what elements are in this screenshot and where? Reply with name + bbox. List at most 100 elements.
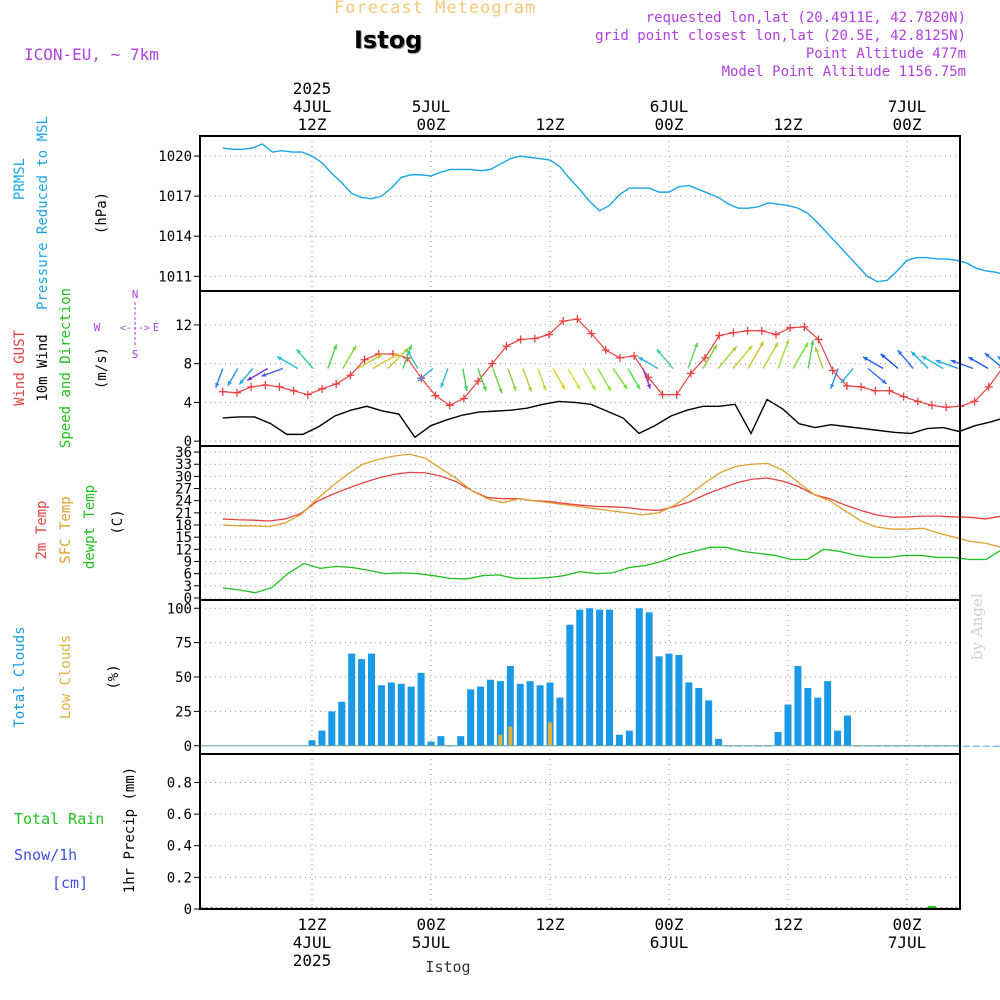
gust-marker bbox=[275, 382, 284, 391]
gust-marker bbox=[587, 329, 596, 338]
wind-arrow-head bbox=[393, 353, 399, 358]
gust-marker bbox=[899, 392, 908, 401]
y-tick-label: 27 bbox=[175, 482, 192, 498]
wind-arrow-head bbox=[333, 344, 338, 350]
y-tick-label: 36 bbox=[175, 445, 192, 461]
top-time-label: 12Z bbox=[774, 115, 803, 134]
gust-marker bbox=[615, 353, 624, 362]
model-altitude: Model Point Altitude 1156.75m bbox=[721, 64, 966, 80]
footer-station-label: Istog bbox=[425, 958, 470, 976]
rain-bar bbox=[927, 906, 936, 908]
gust-marker bbox=[488, 359, 497, 368]
gust-marker bbox=[516, 335, 525, 344]
wind-arrow-head bbox=[215, 382, 220, 388]
snow-unit-label: [cm] bbox=[52, 874, 88, 892]
total-cloud-bar bbox=[695, 688, 703, 746]
y-tick-label: 0 bbox=[184, 591, 192, 607]
wind-arrow-head bbox=[498, 388, 503, 394]
y-tick-label: 0.2 bbox=[167, 870, 192, 886]
total-cloud-bar bbox=[437, 736, 445, 746]
gust-marker bbox=[530, 334, 539, 343]
clouds-unit-label: (%) bbox=[106, 664, 122, 689]
y-tick-label: 25 bbox=[175, 704, 192, 720]
wind-arrow bbox=[387, 347, 409, 369]
gust-marker bbox=[261, 380, 270, 389]
y-tick-label: 0 bbox=[184, 902, 192, 918]
wind-arrow-head bbox=[880, 353, 886, 359]
wind-arrow-head bbox=[377, 354, 383, 359]
wind-arrow-head bbox=[440, 382, 445, 388]
station-name: Istog bbox=[354, 26, 423, 54]
gust-marker bbox=[828, 366, 837, 375]
y-tick-label: 15 bbox=[175, 530, 192, 546]
top-time-label: 00Z bbox=[417, 115, 446, 134]
compass-east: E bbox=[153, 321, 160, 334]
wind-arrow bbox=[807, 340, 814, 369]
total-cloud-bar bbox=[368, 653, 375, 746]
gust-marker bbox=[630, 351, 639, 360]
gust-marker bbox=[289, 386, 298, 395]
y-tick-label: 100 bbox=[167, 601, 192, 617]
wind-legend-label: 10m Wind bbox=[35, 334, 51, 401]
wind-arrow bbox=[717, 345, 738, 369]
gust-marker bbox=[459, 394, 468, 403]
gust-marker bbox=[842, 381, 851, 390]
wind-arrow bbox=[357, 353, 384, 370]
gust-marker bbox=[743, 326, 752, 335]
total-cloud-bar bbox=[328, 711, 336, 746]
compass-south: S bbox=[132, 348, 139, 361]
y-tick-label: 1011 bbox=[158, 269, 192, 285]
total-cloud-bar bbox=[804, 688, 812, 746]
gust-marker bbox=[573, 315, 582, 324]
total-cloud-bar bbox=[348, 653, 356, 746]
gust-marker bbox=[814, 335, 823, 344]
wind-arrow-head bbox=[656, 349, 662, 355]
gust-marker bbox=[559, 317, 568, 326]
gust-marker bbox=[303, 390, 312, 399]
total-clouds-legend-label: Total Clouds bbox=[12, 626, 28, 727]
total-cloud-bar bbox=[606, 609, 613, 746]
y-tick-label: 6 bbox=[184, 567, 192, 583]
gust-marker bbox=[729, 328, 738, 337]
wind-arrow-head bbox=[773, 342, 779, 348]
y-tick-label: 0.6 bbox=[167, 807, 192, 823]
wind-arrow bbox=[747, 341, 765, 369]
gust-marker bbox=[686, 369, 695, 378]
wind-arrow-head bbox=[840, 378, 846, 384]
total-cloud-bar bbox=[576, 609, 584, 746]
wind-arrow-head bbox=[591, 385, 596, 391]
y-tick-label: 30 bbox=[175, 469, 192, 485]
total-cloud-bar bbox=[397, 683, 405, 746]
wind-arrow-head bbox=[731, 346, 737, 352]
gust-marker bbox=[800, 322, 809, 331]
y-tick-label: 33 bbox=[175, 457, 192, 473]
y-tick-label: 0 bbox=[184, 739, 192, 755]
wind-arrow-head bbox=[560, 384, 565, 390]
low-cloud-bar bbox=[508, 726, 513, 746]
gust-marker bbox=[445, 401, 454, 410]
gust-marker bbox=[658, 390, 667, 399]
gust-marker bbox=[927, 401, 936, 410]
wind-arrow bbox=[687, 342, 699, 369]
bottom-time-label: 12Z bbox=[536, 915, 565, 934]
total-cloud-bar bbox=[487, 679, 494, 746]
total-cloud-bar bbox=[615, 734, 623, 746]
top-time-label: 6JUL bbox=[650, 97, 689, 116]
pressure-unit-label: (hPa) bbox=[94, 192, 110, 234]
gust-marker bbox=[431, 391, 440, 400]
y-tick-label: 0.8 bbox=[167, 775, 192, 791]
wind-arrow-head bbox=[803, 342, 809, 348]
total-cloud-bar bbox=[457, 736, 465, 746]
wind-arrow-head bbox=[862, 356, 868, 361]
top-time-label: 7JUL bbox=[888, 97, 927, 116]
total-cloud-bar bbox=[308, 740, 316, 746]
wind-arrow-head bbox=[623, 384, 628, 390]
total-cloud-bar bbox=[358, 659, 366, 746]
wind-arrow-head bbox=[575, 384, 580, 390]
total-cloud-bar bbox=[774, 732, 782, 746]
y-tick-label: 21 bbox=[175, 506, 192, 522]
total-cloud-bar bbox=[477, 686, 485, 746]
gust-marker bbox=[318, 384, 327, 393]
bottom-time-label: 6JUL bbox=[650, 933, 689, 952]
